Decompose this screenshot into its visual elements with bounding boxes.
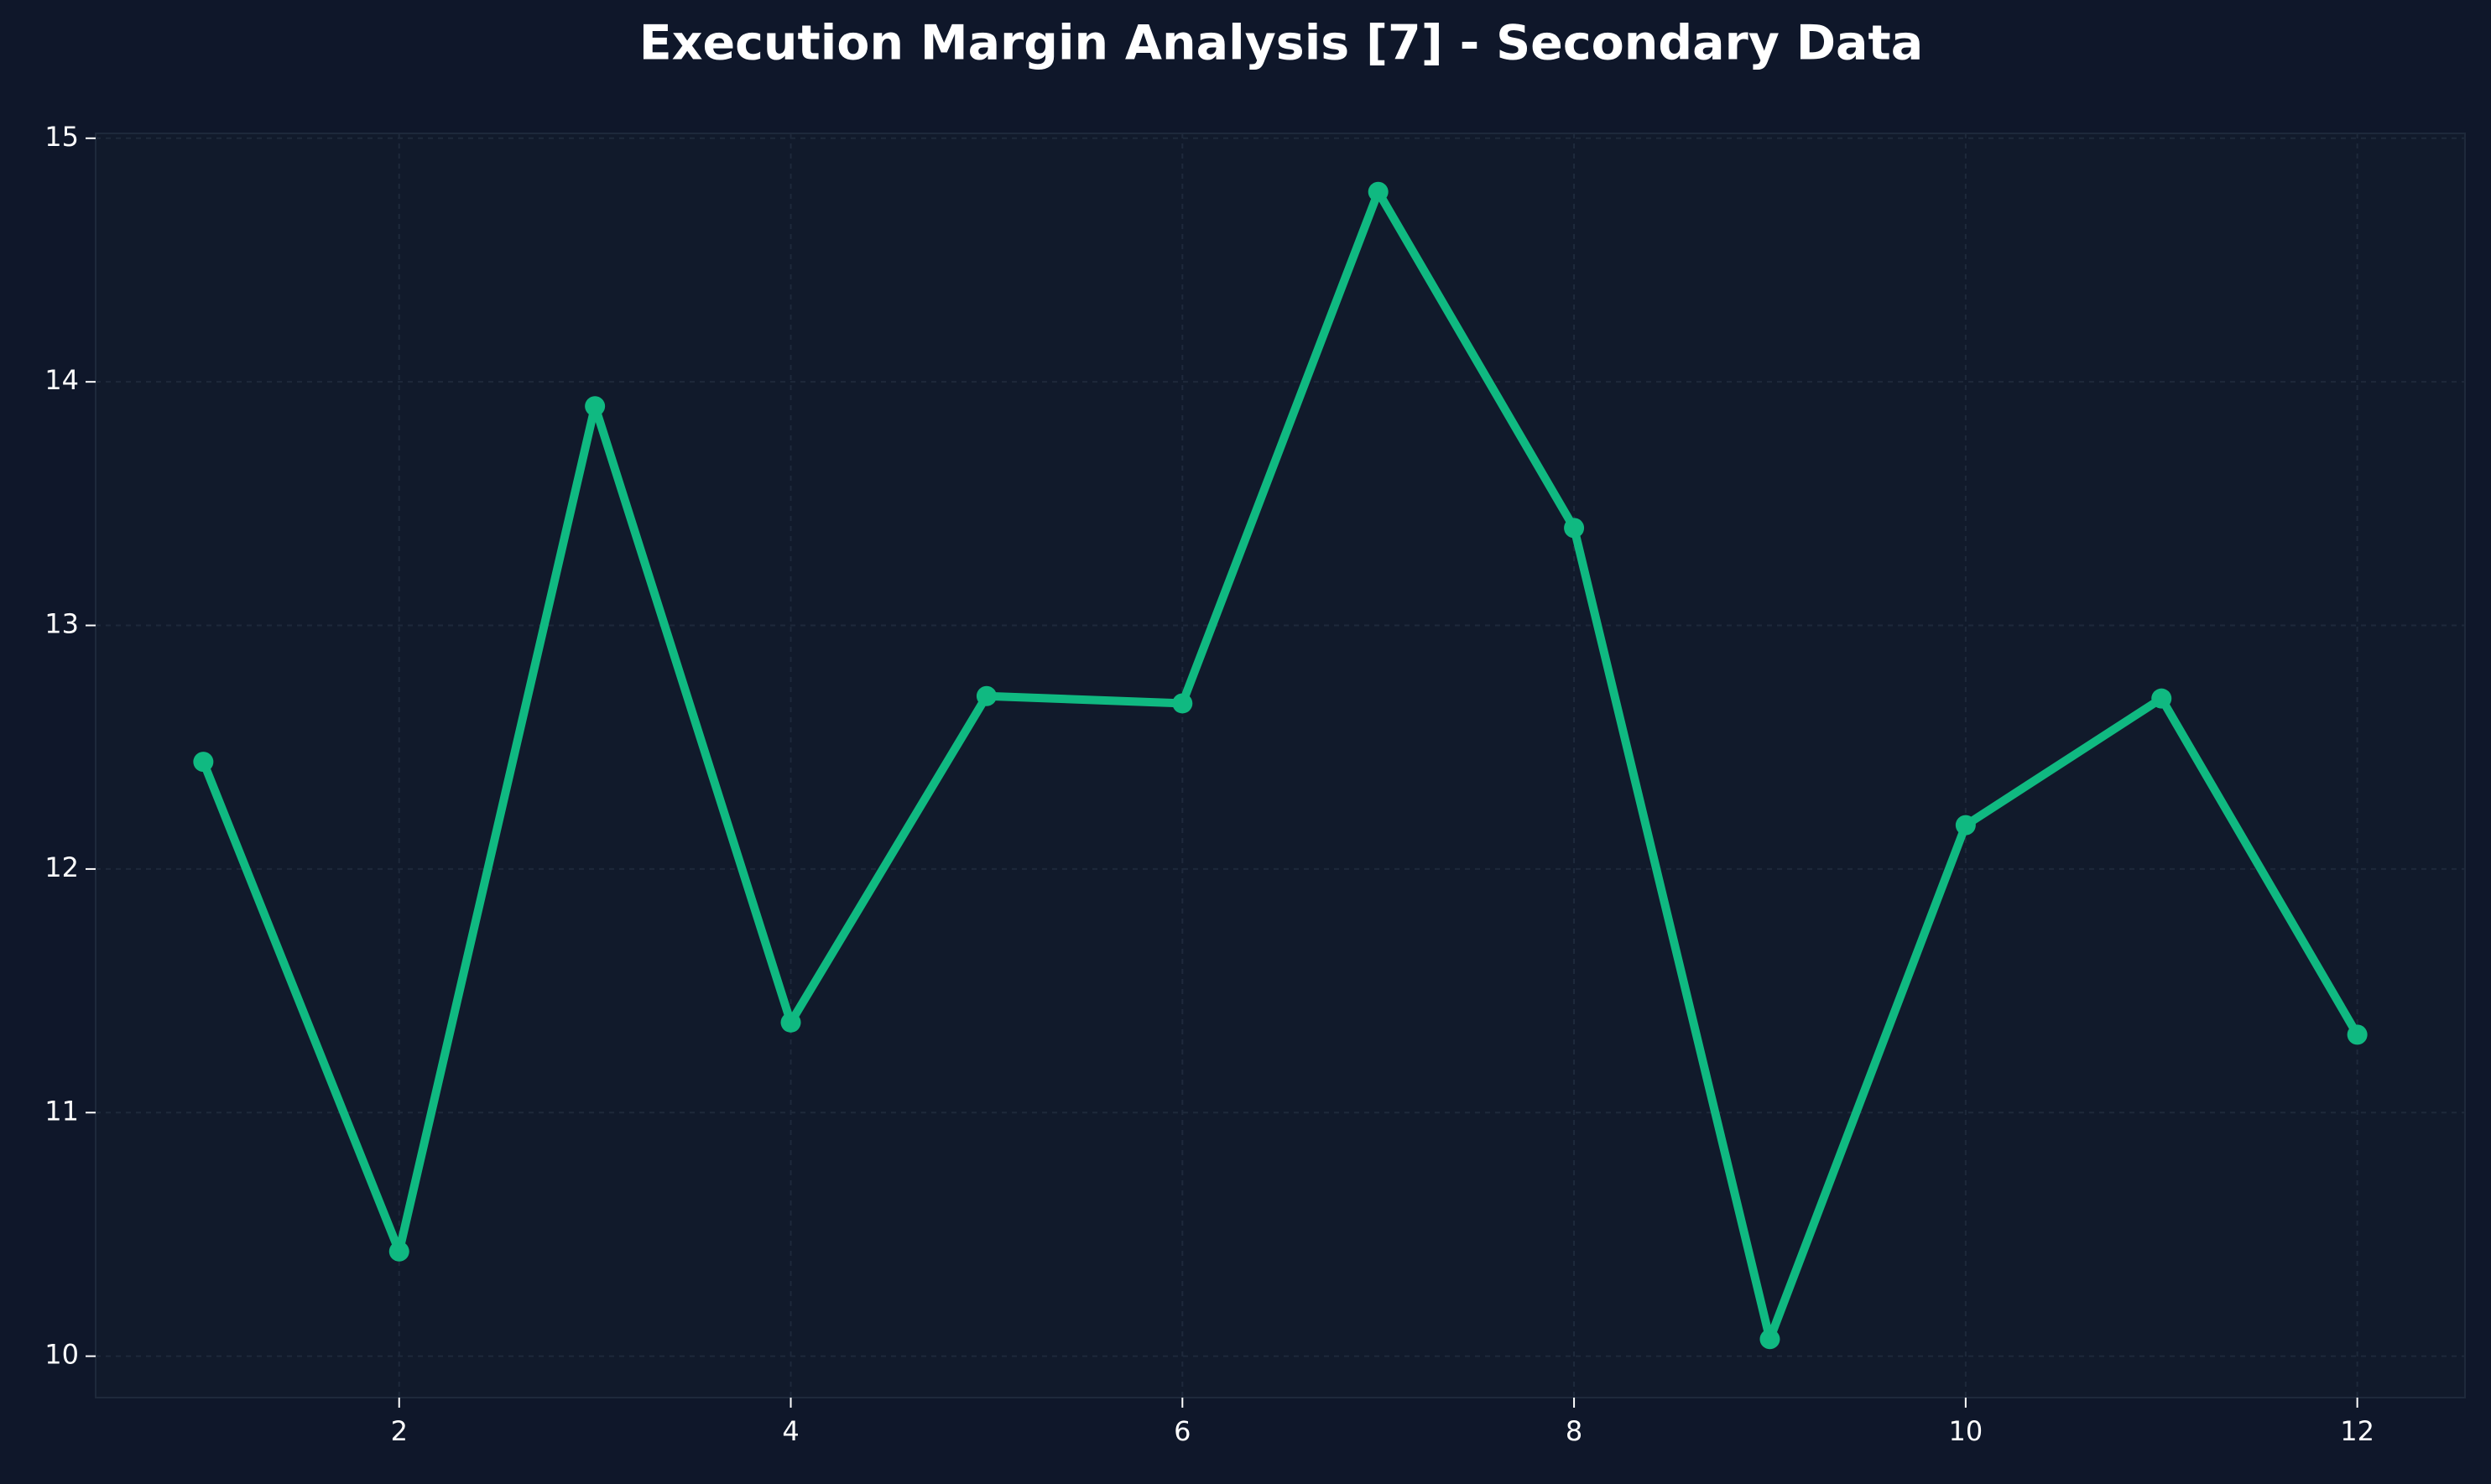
- point: [193, 752, 214, 773]
- chart-title: Execution Margin Analysis [7] - Secondar…: [639, 16, 1923, 71]
- x-tick-label: 8: [1566, 1415, 1582, 1447]
- point: [585, 396, 606, 417]
- point: [388, 1241, 409, 1262]
- point: [976, 685, 997, 706]
- y-tick-label: 14: [44, 364, 79, 396]
- x-tick-label: 10: [1949, 1415, 1983, 1447]
- x-tick-label: 4: [782, 1415, 799, 1447]
- x-tick-label: 6: [1174, 1415, 1191, 1447]
- line: [199, 187, 2361, 1344]
- point: [1564, 518, 1585, 539]
- point: [2347, 1024, 2368, 1045]
- point: [1955, 815, 1976, 836]
- point: [1759, 1329, 1780, 1350]
- point: [1172, 693, 1193, 714]
- point: [780, 1012, 801, 1033]
- y-tick-label: 11: [44, 1095, 79, 1127]
- y-tick-label: 10: [44, 1339, 79, 1371]
- point: [1368, 181, 1389, 202]
- y-tick-label: 12: [44, 851, 79, 883]
- y-tick-label: 13: [44, 608, 79, 640]
- y-tick-label: 15: [44, 121, 79, 153]
- point: [2151, 688, 2172, 709]
- x-tick-label: 2: [391, 1415, 408, 1447]
- plot-area: [95, 133, 2466, 1398]
- x-tick-label: 12: [2340, 1415, 2374, 1447]
